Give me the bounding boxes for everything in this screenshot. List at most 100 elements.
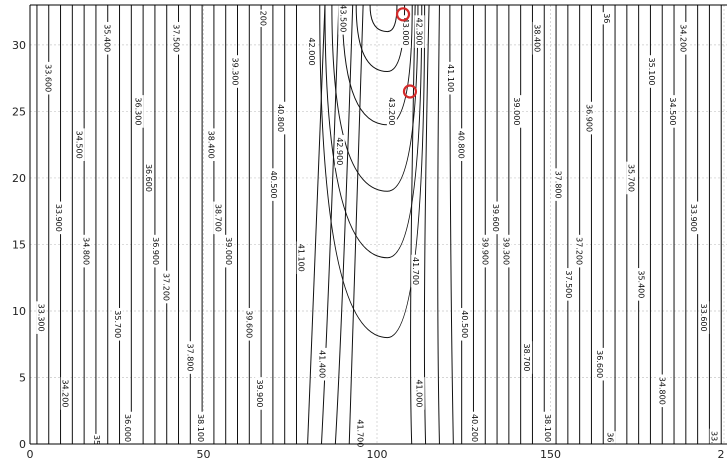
contour-line [331, 5, 419, 192]
contour-label: 40.500 [459, 307, 470, 341]
x-tick-label: 50 [197, 448, 211, 461]
contour-label: 41.100 [296, 241, 307, 275]
contour-label: 36.900 [584, 101, 595, 135]
svg-text:36.000: 36.000 [123, 414, 132, 442]
svg-text:36.600: 36.600 [595, 350, 604, 378]
svg-text:39.600: 39.600 [491, 204, 500, 232]
svg-text:39.900: 39.900 [481, 237, 490, 265]
svg-text:41.100: 41.100 [446, 64, 455, 92]
contour-line [307, 5, 326, 444]
contour-label: 34.500 [667, 95, 678, 128]
svg-text:35.400: 35.400 [102, 24, 111, 52]
y-tick-label: 25 [12, 105, 26, 118]
contour-label: 41.000 [414, 377, 425, 410]
contour-label: 34.200 [60, 377, 71, 410]
svg-text:41.700: 41.700 [411, 257, 420, 285]
contour-label: 40.200 [470, 411, 481, 445]
contour-line [348, 5, 364, 444]
contour-label: 39.300 [501, 234, 512, 268]
contour-label: 35.400 [636, 268, 647, 301]
contour-label: 38.100 [196, 411, 207, 445]
contour-label: 33.300 [36, 301, 47, 334]
contour-label: 38.400 [206, 128, 217, 161]
svg-text:37.800: 37.800 [553, 171, 562, 199]
contour-label: 35.100 [647, 55, 658, 88]
x-tick-label: 100 [367, 448, 388, 461]
contour-label: 34.800 [657, 374, 668, 408]
svg-text:33.600: 33.600 [43, 64, 52, 92]
grid [30, 5, 727, 444]
svg-text:33.900: 33.900 [689, 204, 698, 232]
contour-label: 41.100 [445, 61, 456, 95]
svg-text:39.000: 39.000 [512, 97, 521, 125]
svg-text:34.500: 34.500 [75, 131, 84, 159]
svg-text:35.400: 35.400 [637, 270, 646, 298]
y-tick-label: 5 [19, 371, 26, 384]
contour-label: 34.800 [81, 234, 92, 268]
contour-label: 37.200 [574, 234, 585, 268]
contour-label: 42.300 [414, 15, 425, 48]
contour-line [437, 5, 440, 444]
contour-label: 36 [602, 12, 613, 25]
contour-label: 38.100 [543, 411, 554, 445]
svg-text:40.500: 40.500 [269, 171, 278, 199]
contour-label: 37.500 [563, 268, 574, 301]
contour-label: 38.700 [522, 341, 533, 374]
contour-label: 41.700 [411, 254, 422, 288]
svg-text:39.900: 39.900 [255, 379, 264, 407]
x-tick-label: 150 [540, 448, 561, 461]
contour-label: 34.500 [74, 128, 85, 161]
contour-label: 42.000 [307, 35, 318, 68]
svg-text:34.200: 34.200 [61, 379, 70, 407]
marker-ring [395, 7, 411, 22]
contour-line [319, 5, 426, 339]
contour-labels: 33.600 35.400 37.500 39.300 200 36.300 34.500 3… [36, 2, 720, 450]
contour-label: 37.500 [171, 21, 182, 55]
contour-label: 36.300 [133, 95, 144, 128]
svg-text:34.200: 34.200 [678, 24, 687, 52]
svg-text:41.000: 41.000 [415, 379, 424, 407]
contour-label: 40.800 [275, 101, 286, 135]
contour-label: 35.700 [626, 161, 637, 195]
svg-text:34.500: 34.500 [668, 97, 677, 125]
y-tick-label: 30 [12, 39, 26, 52]
contour-label: 36.900 [150, 234, 161, 268]
contour-label: 39.300 [230, 55, 241, 88]
contour-line [369, 5, 398, 33]
svg-text:37.200: 37.200 [161, 273, 170, 301]
contour-label: 39.900 [480, 234, 491, 268]
contour-label: 42.900 [334, 135, 345, 168]
svg-text:42.900: 42.900 [335, 137, 344, 165]
contour-label: 33.900 [688, 201, 699, 235]
svg-text:43.000: 43.000 [401, 18, 410, 46]
svg-text:37.500: 37.500 [172, 24, 181, 52]
contour-line [410, 5, 416, 444]
contour-label: 35 [91, 433, 102, 447]
svg-text:36.900: 36.900 [151, 237, 160, 265]
svg-text:36: 36 [605, 432, 614, 442]
contour-label: 34.200 [678, 21, 689, 55]
svg-text:40.800: 40.800 [276, 104, 285, 132]
svg-text:34.800: 34.800 [82, 237, 91, 265]
svg-text:40.200: 40.200 [470, 414, 479, 442]
svg-text:41.700: 41.700 [356, 419, 365, 447]
y-tick-label: 0 [19, 438, 26, 451]
svg-text:37.500: 37.500 [564, 270, 573, 298]
contour-label: 33.600 [699, 301, 710, 334]
contour-label: 36.600 [143, 161, 154, 195]
svg-text:36.300: 36.300 [134, 97, 143, 125]
contour-label: 39.900 [255, 377, 266, 410]
svg-text:38.100: 38.100 [543, 414, 552, 442]
svg-text:39.000: 39.000 [224, 237, 233, 265]
contour-label: 36.600 [595, 347, 606, 381]
contour-label: 37.800 [185, 341, 196, 374]
svg-text:35.700: 35.700 [626, 164, 635, 192]
svg-text:42.000: 42.000 [307, 38, 316, 66]
contour-label: 38.700 [213, 201, 224, 235]
contour-label: 39.000 [223, 234, 234, 268]
svg-text:41.400: 41.400 [317, 350, 326, 378]
svg-text:41.100: 41.100 [297, 244, 306, 272]
contour-label: 33.600 [43, 61, 54, 95]
